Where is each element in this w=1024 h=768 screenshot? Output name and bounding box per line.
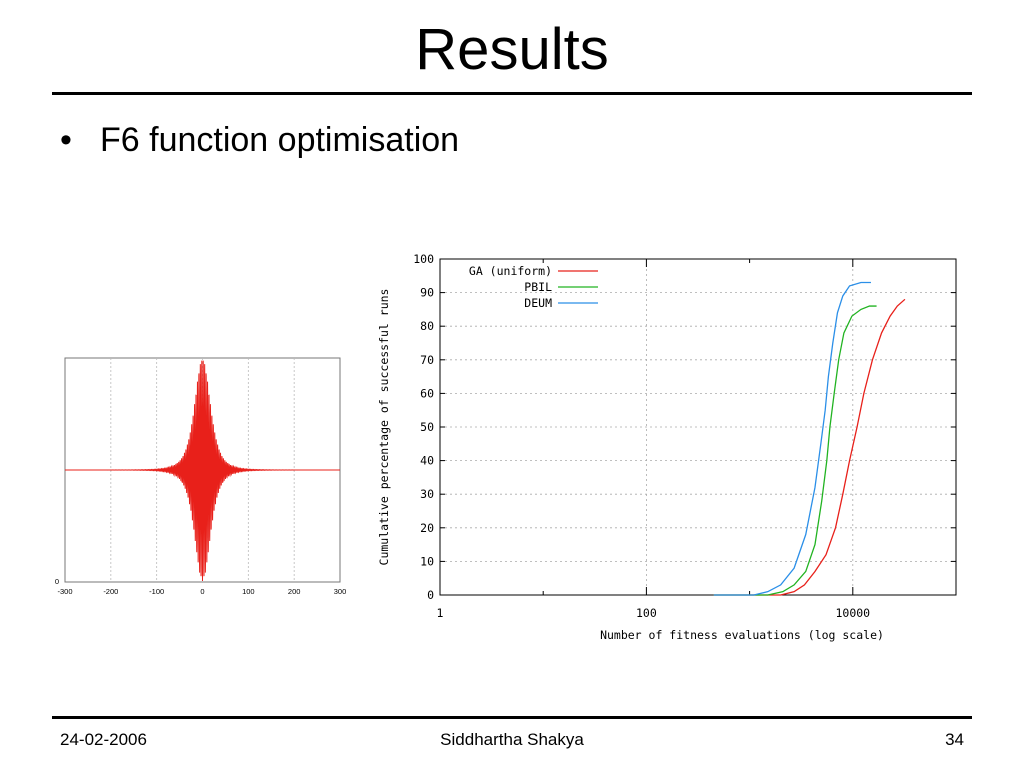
cdf-x-axis-label: Number of fitness evaluations (log scale… xyxy=(600,628,884,642)
cdf-y-tick-label: 90 xyxy=(420,286,434,300)
cdf-y-tick-label: 0 xyxy=(427,588,434,602)
cdf-legend-label: GA (uniform) xyxy=(469,264,552,278)
cdf-plot-frame xyxy=(439,258,957,596)
footer-date: 24-02-2006 xyxy=(60,730,147,749)
cdf-y-tick-label: 20 xyxy=(420,521,434,535)
bullet-text: F6 function optimisation xyxy=(100,121,460,159)
title-divider xyxy=(52,92,972,95)
bullet-icon: • xyxy=(60,121,72,159)
cdf-legend: GA (uniform) PBIL DEUM xyxy=(469,264,598,310)
f6-function-chart: -300 -200 -100 0 100 200 300 0 xyxy=(55,357,346,596)
footer-divider xyxy=(52,716,972,719)
f6-x-tick-label: -200 xyxy=(103,587,118,596)
cdf-y-tick-label: 80 xyxy=(420,319,434,333)
cdf-series-line xyxy=(713,305,877,596)
cdf-series-line xyxy=(713,281,871,596)
f6-x-tick-label: 200 xyxy=(288,587,301,596)
f6-x-tick-label: 100 xyxy=(242,587,255,596)
cdf-y-tick-label: 60 xyxy=(420,386,434,400)
cdf-x-tick-label: 10000 xyxy=(835,606,870,620)
cdf-legend-label: PBIL xyxy=(524,280,552,294)
cdf-series-group xyxy=(713,281,906,596)
f6-y-tick-label: 0 xyxy=(55,577,59,586)
cdf-x-tick-label: 100 xyxy=(636,606,657,620)
cdf-y-tick-label: 50 xyxy=(420,420,434,434)
cdf-legend-label: DEUM xyxy=(524,296,552,310)
footer-author: Siddhartha Shakya xyxy=(440,730,584,749)
f6-x-tick-label: 300 xyxy=(334,587,347,596)
cdf-x-tick-label: 1 xyxy=(437,606,444,620)
f6-x-tick-label: 0 xyxy=(200,587,204,596)
cdf-gridlines xyxy=(439,258,957,596)
bullet-item: • F6 function optimisation xyxy=(60,118,459,162)
slide-title: Results xyxy=(415,17,609,82)
cumulative-success-chart: 0 10 20 30 40 50 60 70 80 90 100 1 100 10000 Number o… xyxy=(377,252,957,642)
f6-series-line xyxy=(65,360,340,582)
f6-x-tick-label: -100 xyxy=(149,587,164,596)
cdf-y-tick-label: 100 xyxy=(413,252,434,266)
footer-page-number: 34 xyxy=(945,730,964,749)
cdf-y-axis-label: Cumulative percentage of successful runs xyxy=(377,289,391,566)
f6-x-tick-label: -300 xyxy=(57,587,72,596)
cdf-tick-labels: 0 10 20 30 40 50 60 70 80 90 100 1 100 10000 xyxy=(413,252,870,620)
f6-tick-labels: -300 -200 -100 0 100 200 300 0 xyxy=(55,577,346,596)
cdf-y-tick-label: 10 xyxy=(420,554,434,568)
cdf-y-tick-label: 70 xyxy=(420,353,434,367)
cdf-y-tick-label: 40 xyxy=(420,454,434,468)
cdf-y-tick-label: 30 xyxy=(420,487,434,501)
cdf-series-line xyxy=(713,298,906,596)
